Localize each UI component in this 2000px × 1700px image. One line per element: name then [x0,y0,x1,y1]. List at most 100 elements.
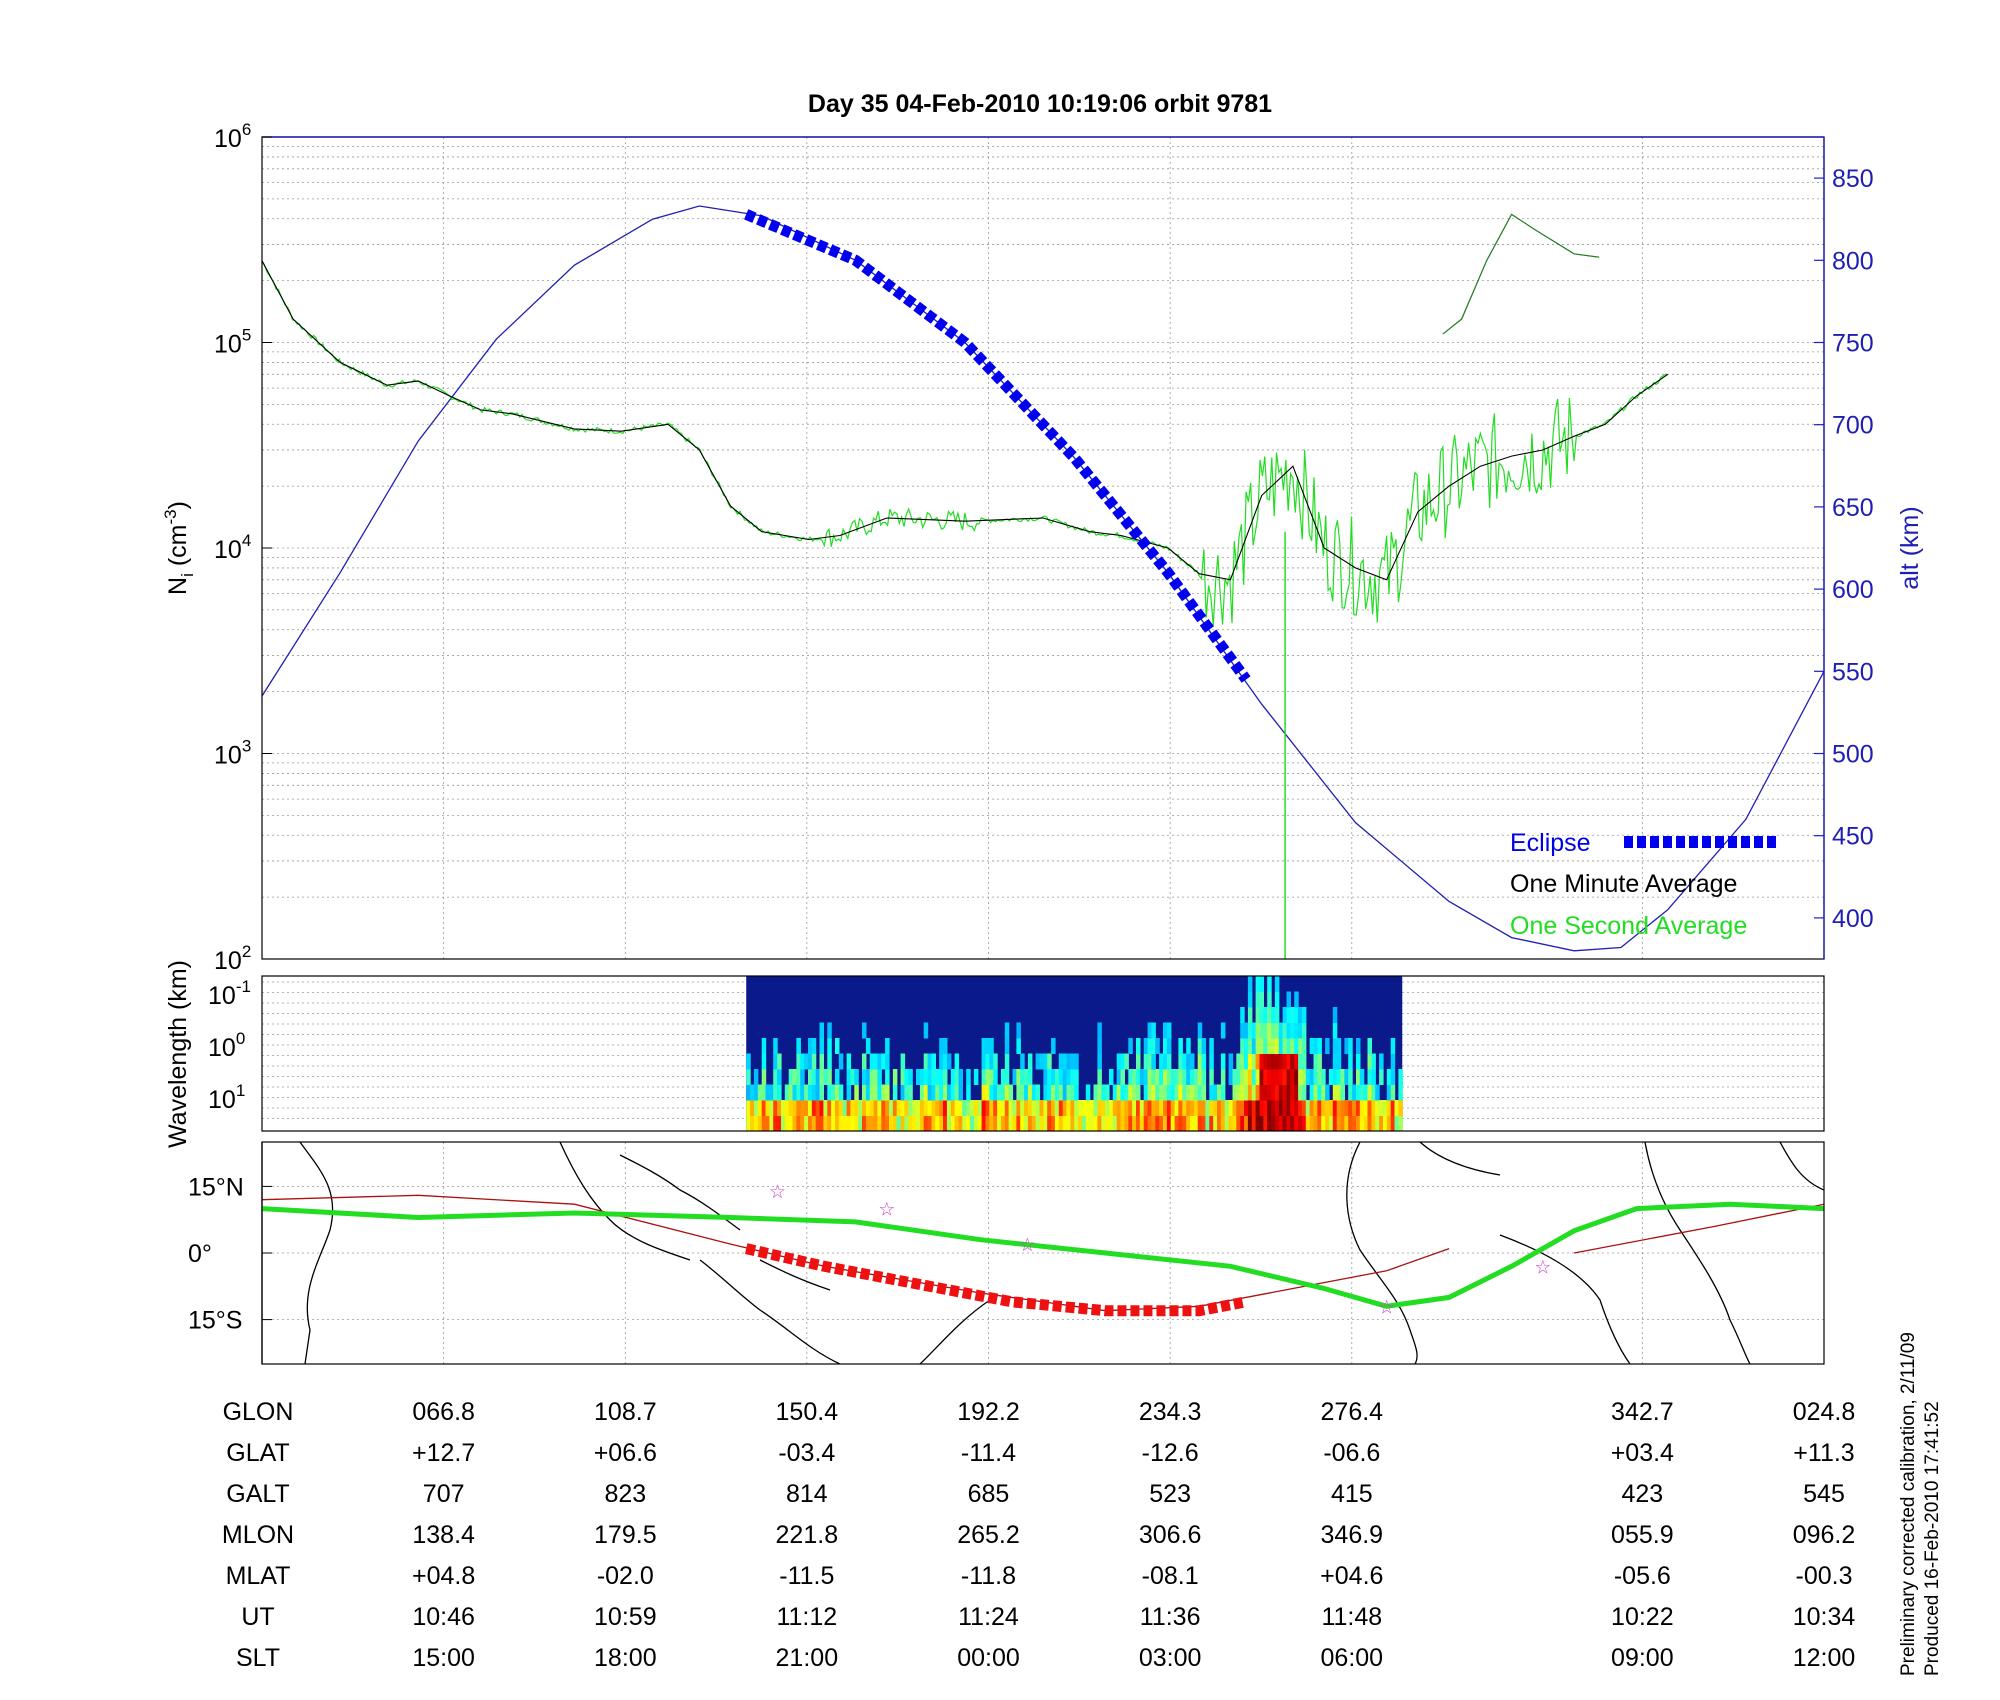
spectrogram-cell [1224,1100,1230,1116]
table-cell: +04.8 [412,1562,475,1590]
spectrogram-cell [1109,1100,1114,1116]
spectrogram-cell [831,1115,836,1132]
spectrogram-cell [892,1115,898,1132]
spectrogram-cell [939,1084,944,1101]
spectrogram-cell [1271,1038,1276,1054]
spectrogram-cell [1363,1115,1369,1132]
spectrogram-cell [1205,1100,1210,1116]
spectrogram-cell [1313,1038,1318,1054]
spectrogram-cell [1228,1069,1234,1085]
spectrogram-cell [1290,1115,1295,1132]
spectrogram-cell [1332,1007,1338,1023]
spectrogram-cell [1132,1084,1137,1101]
spectrogram-cell [1000,1069,1006,1085]
spectrogram-cell [1058,1100,1064,1116]
spectrogram-cell [1263,1069,1268,1085]
spectrogram-cell [1317,1100,1322,1116]
spectrogram-cell [981,1069,987,1085]
spectrogram-cell [1147,1084,1153,1101]
spectrogram-cell [1263,1038,1268,1054]
spectrogram-cell [1267,1084,1272,1101]
spectrogram-cell [862,1053,867,1070]
spectrogram-cell [788,1100,794,1116]
spectrogram-cell [1363,1084,1369,1101]
spectrogram-cell [1255,1007,1261,1023]
left-tick-label: 103 [214,737,251,770]
tick-base: 10 [214,742,242,770]
spectrogram-cell [881,1053,886,1070]
spectrogram-cell [1197,1069,1203,1085]
spectrogram-cell [781,1115,786,1132]
spectrogram-cell [973,1115,979,1132]
spectrogram-cell [1112,1100,1118,1116]
spectrogram-cell [800,1100,805,1116]
spectrogram-cell [808,1115,813,1132]
spectrogram-cell [989,1115,994,1132]
spectrogram-cell [1047,1100,1052,1116]
one-second-average-line [261,260,1668,626]
spectrogram-cell [1259,1007,1264,1023]
spectrogram-cell [1352,1100,1357,1116]
spectrogram-cell [1151,1069,1156,1085]
spectrogram-cell [1367,1100,1372,1116]
spectrogram-cell [966,1069,971,1085]
spectrogram-cell [923,1084,929,1101]
spectrogram-cell [931,1084,936,1101]
spectrogram-cell [808,1038,813,1054]
spectrogram-cell [796,1084,801,1101]
spectrogram-cell [896,1115,902,1132]
spectrogram-cell [1058,1069,1064,1085]
spectrogram-cell [1267,991,1272,1008]
spectrogram-cell [757,1100,763,1116]
table-cell: 545 [1803,1480,1845,1508]
table-row-label: UT [241,1603,274,1631]
spectrogram-cell [1124,1100,1129,1116]
spectrogram-cell [838,1100,844,1116]
spectrogram-cell [1054,1084,1060,1101]
spectrogram-cell [819,1022,824,1039]
spectrogram-cell [989,1100,994,1116]
tick-exponent: 6 [242,120,251,139]
spectrogram-cell [1020,1069,1025,1085]
spectrogram-cell [846,1115,852,1132]
spectrogram-cell [1228,1100,1234,1116]
spectrogram-cell [966,1115,971,1132]
spectrogram-cell [1116,1069,1122,1085]
spectrogram-cell [1066,1084,1071,1101]
spectrogram-cell [1186,1053,1191,1070]
table-cell: -12.6 [1142,1439,1199,1467]
spectrogram-cell [1163,1022,1168,1039]
spectrogram-cell [750,1100,755,1116]
spectrogram-cell [1282,1007,1288,1023]
spectrogram-cell [1097,1069,1102,1085]
spectrogram-cell [1259,1038,1264,1054]
table-cell: 306.6 [1139,1521,1202,1549]
spectrogram-cell [1008,1115,1014,1132]
spectrogram-cell [1004,1100,1010,1116]
spectrogram-cell [1012,1100,1017,1116]
spectrogram-cell [792,1084,797,1101]
spectrogram-cell [835,1084,840,1101]
spectrogram-cell [1271,1115,1276,1132]
spectrogram-cell [958,1084,963,1101]
tick-exponent: -1 [236,977,251,996]
spectrogram-cell [1336,1084,1342,1101]
spectrogram-cell [1240,1053,1245,1070]
spectrogram-cell [943,1115,948,1132]
spectrogram-cell [1082,1100,1087,1116]
tick-base: 10 [214,947,242,975]
spectrogram-cell [989,1053,994,1070]
spectrogram-cell [923,1053,929,1070]
one-second-average-line-late [1442,213,1600,335]
spectrogram-cell [1201,1069,1207,1085]
spectrogram-cell [1159,1084,1164,1101]
altitude-axis-label: alt (km) [1896,506,1924,589]
spectrogram-cell [1027,1053,1033,1070]
map-tick-label: 15°N [188,1173,244,1201]
tick-exponent: 4 [242,531,251,550]
table-cell: 11:24 [958,1603,1019,1631]
spectrogram-cell [950,1100,956,1116]
spectrogram-cell [1074,1100,1079,1116]
spectrogram-cell [788,1084,794,1101]
eclipse-segment [744,209,1251,683]
